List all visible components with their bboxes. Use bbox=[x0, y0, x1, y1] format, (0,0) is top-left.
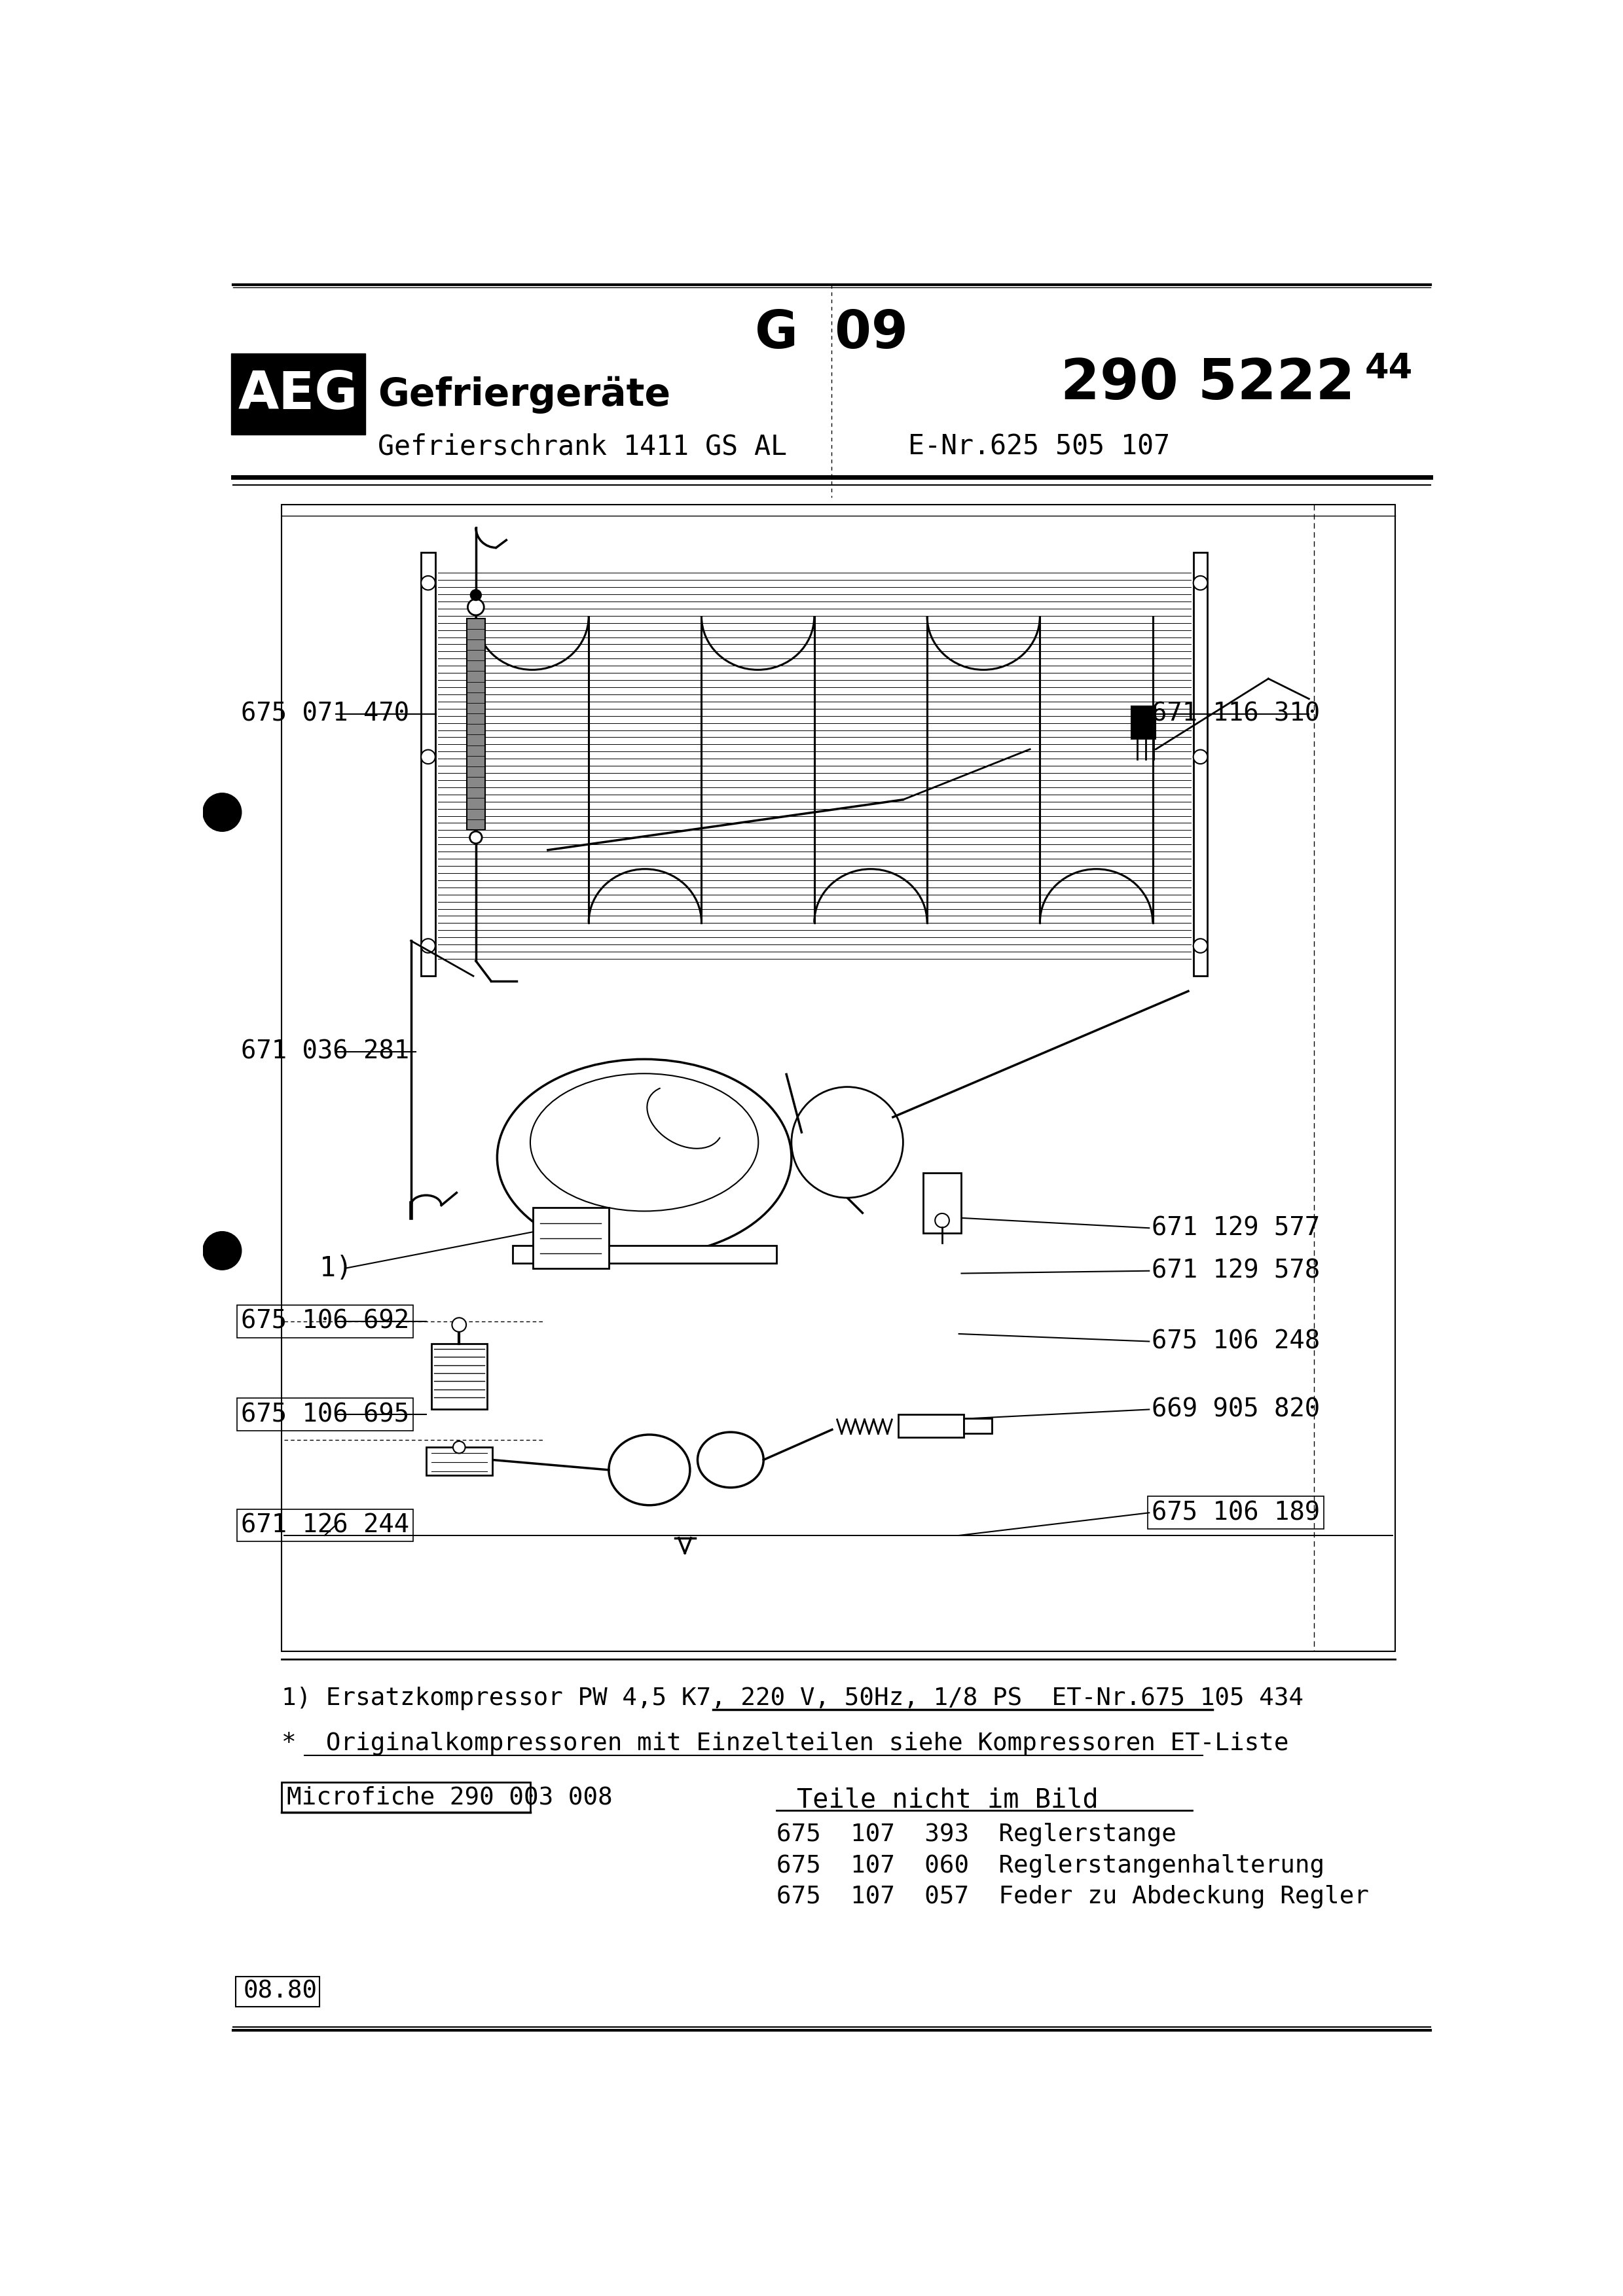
Circle shape bbox=[792, 1086, 902, 1199]
Circle shape bbox=[935, 1212, 949, 1228]
Bar bbox=[432, 1343, 487, 1410]
Circle shape bbox=[1193, 751, 1208, 765]
Bar bbox=[427, 1446, 492, 1474]
Text: 671 129 577: 671 129 577 bbox=[1152, 1215, 1319, 1240]
Text: G  09: G 09 bbox=[755, 308, 909, 358]
Text: E-Nr.625 505 107: E-Nr.625 505 107 bbox=[909, 434, 1170, 461]
Bar bbox=[420, 553, 435, 976]
Bar bbox=[235, 1977, 320, 2007]
Circle shape bbox=[420, 751, 435, 765]
Text: Teile nicht im Bild: Teile nicht im Bild bbox=[797, 1786, 1099, 1814]
Text: 675 106 189: 675 106 189 bbox=[1152, 1499, 1319, 1525]
Text: 44: 44 bbox=[1365, 351, 1412, 386]
Bar bbox=[1193, 553, 1208, 976]
Text: Gefrierschrank 1411 GS AL: Gefrierschrank 1411 GS AL bbox=[378, 434, 787, 461]
Circle shape bbox=[203, 1231, 242, 1270]
Bar bbox=[1131, 707, 1156, 739]
Text: Microfiche 290 003 008: Microfiche 290 003 008 bbox=[287, 1786, 612, 1809]
Bar bbox=[281, 1782, 531, 1812]
Circle shape bbox=[453, 1442, 466, 1453]
Bar bbox=[964, 1419, 992, 1433]
Bar bbox=[281, 505, 1396, 1651]
Text: 671 129 578: 671 129 578 bbox=[1152, 1258, 1319, 1283]
Text: 675 106 692: 675 106 692 bbox=[240, 1309, 409, 1334]
Text: 675  107  393  Reglerstange: 675 107 393 Reglerstange bbox=[776, 1823, 1177, 1846]
Bar bbox=[923, 1173, 961, 1233]
Circle shape bbox=[203, 792, 242, 831]
Text: 671 116 310: 671 116 310 bbox=[1152, 703, 1319, 726]
Text: Gefriergeräte: Gefriergeräte bbox=[378, 377, 670, 413]
Bar bbox=[230, 354, 365, 434]
Text: 1) Ersatzkompressor PW 4,5 K7, 220 V, 50Hz, 1/8 PS  ET-Nr.675 105 434: 1) Ersatzkompressor PW 4,5 K7, 220 V, 50… bbox=[281, 1688, 1303, 1711]
Circle shape bbox=[467, 599, 484, 615]
Circle shape bbox=[1193, 939, 1208, 953]
Text: 675 106 695: 675 106 695 bbox=[240, 1403, 409, 1426]
Text: 675  107  060  Reglerstangenhalterung: 675 107 060 Reglerstangenhalterung bbox=[776, 1853, 1324, 1878]
Text: 675 106 248: 675 106 248 bbox=[1152, 1329, 1319, 1355]
Circle shape bbox=[1193, 576, 1208, 590]
Text: 08.80: 08.80 bbox=[243, 1979, 318, 2004]
Circle shape bbox=[420, 939, 435, 953]
Text: AEG: AEG bbox=[239, 370, 359, 420]
Bar bbox=[532, 1208, 609, 1267]
Bar bbox=[513, 1247, 776, 1263]
Bar bbox=[467, 618, 485, 829]
Text: 669 905 820: 669 905 820 bbox=[1152, 1396, 1319, 1421]
Text: 1): 1) bbox=[320, 1254, 352, 1281]
Circle shape bbox=[471, 590, 480, 599]
Circle shape bbox=[420, 576, 435, 590]
Circle shape bbox=[451, 1318, 466, 1332]
Ellipse shape bbox=[497, 1058, 792, 1256]
Text: 675 071 470: 675 071 470 bbox=[240, 703, 409, 726]
Text: 675  107  057  Feder zu Abdeckung Regler: 675 107 057 Feder zu Abdeckung Regler bbox=[776, 1885, 1368, 1908]
Circle shape bbox=[469, 831, 482, 843]
Text: 290 5222: 290 5222 bbox=[1060, 356, 1355, 411]
Text: *  Originalkompressoren mit Einzelteilen siehe Kompressoren ET-Liste: * Originalkompressoren mit Einzelteilen … bbox=[281, 1731, 1289, 1756]
Bar bbox=[898, 1414, 964, 1437]
Text: 671 036 281: 671 036 281 bbox=[240, 1040, 409, 1063]
Text: 671 126 244: 671 126 244 bbox=[240, 1513, 409, 1538]
